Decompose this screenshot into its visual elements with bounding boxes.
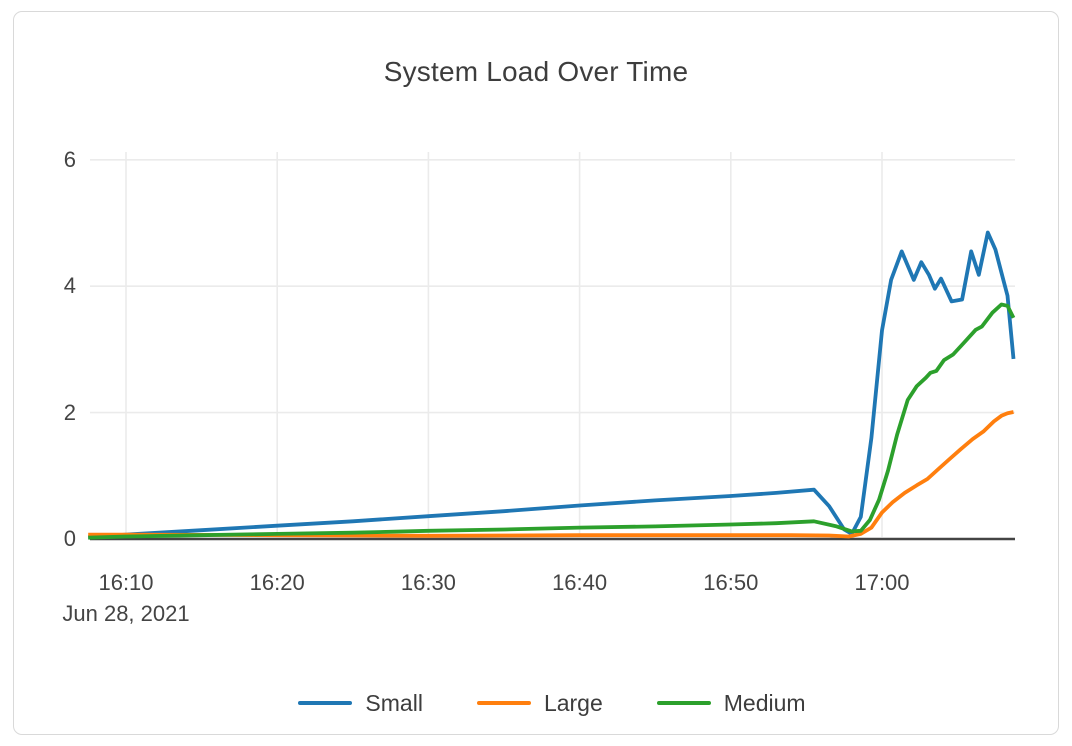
legend-line-swatch-large bbox=[476, 700, 531, 706]
x-tick-label: 17:00 bbox=[854, 570, 910, 595]
chart-title: System Load Over Time bbox=[383, 56, 689, 87]
y-tick-label: 4 bbox=[63, 273, 76, 299]
legend-line-swatch-small bbox=[298, 700, 353, 706]
x-tick-label: 16:20 bbox=[249, 570, 305, 595]
legend-label-large: Large bbox=[543, 690, 603, 716]
legend: Small Large Medium bbox=[0, 690, 1072, 716]
series-line-medium[interactable] bbox=[88, 302, 1016, 540]
y-tick-label: 0 bbox=[63, 526, 76, 551]
legend-item-large[interactable]: Large bbox=[476, 690, 603, 716]
legend-label-small: Small bbox=[365, 690, 423, 716]
x-axis-date-label: Jun 28, 2021 bbox=[62, 601, 190, 626]
y-tick-label: 6 bbox=[63, 146, 76, 172]
x-tick-label: 16:10 bbox=[98, 570, 154, 595]
series-line-large[interactable] bbox=[88, 410, 1014, 539]
legend-line-swatch-medium bbox=[656, 700, 711, 706]
y-tick-label: 2 bbox=[63, 399, 76, 425]
x-tick-label: 16:50 bbox=[703, 570, 759, 595]
x-tick-label: 16:30 bbox=[400, 570, 456, 595]
legend-label-medium: Medium bbox=[723, 690, 806, 716]
legend-item-small[interactable]: Small bbox=[298, 690, 423, 716]
x-tick-label: 16:40 bbox=[552, 570, 608, 595]
series-line-small[interactable] bbox=[88, 230, 1016, 539]
legend-item-medium[interactable]: Medium bbox=[656, 690, 806, 716]
